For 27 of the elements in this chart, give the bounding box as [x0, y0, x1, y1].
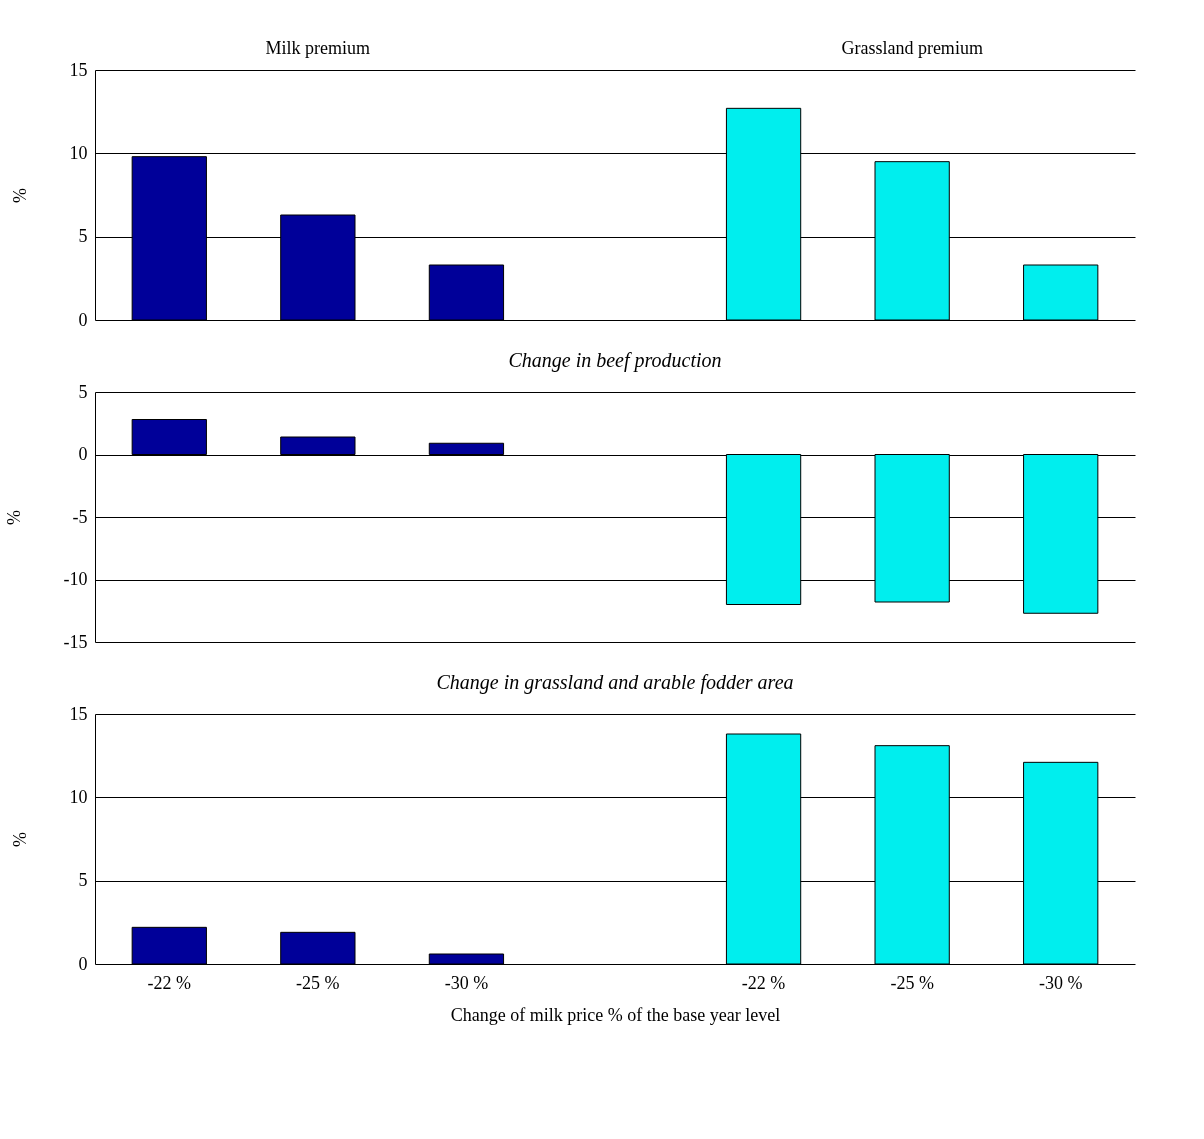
y-tick-label: 5	[78, 226, 88, 247]
y-tick-label: 5	[78, 381, 88, 402]
y-tick-label: -15	[63, 631, 88, 652]
y-tick-label: 15	[69, 703, 88, 724]
chart-title: Change in beef production	[508, 349, 722, 372]
y-tick-label: 10	[69, 786, 88, 807]
y-tick-label: 10	[69, 142, 88, 163]
y-tick-label: -5	[72, 506, 88, 527]
y-tick-label: 15	[69, 59, 88, 80]
y-tick-label: -10	[63, 569, 88, 589]
x-axis-title: Change of milk price % of the base year level	[450, 1004, 781, 1025]
text: Grassland premium	[841, 38, 983, 58]
x-tick-label: -25 %	[890, 972, 934, 993]
x-tick-label: -22 %	[147, 972, 192, 993]
chart-title: Change in grassland and arable fodder area	[436, 671, 794, 694]
x-tick-label: -30 %	[1038, 972, 1083, 993]
y-tick-label: 0	[78, 309, 88, 330]
y-tick-label: 5	[78, 870, 88, 891]
x-tick-label: -25 %	[296, 972, 340, 993]
x-tick-label: -30 %	[444, 972, 489, 993]
y-tick-label: 0	[78, 444, 88, 464]
y-axis-title: %	[9, 832, 30, 847]
y-tick-label: 0	[78, 953, 88, 974]
text: Milk premium	[265, 38, 371, 58]
y-axis-title: %	[3, 510, 24, 525]
y-axis-title: %	[9, 188, 30, 203]
x-tick-label: -22 %	[741, 972, 786, 993]
